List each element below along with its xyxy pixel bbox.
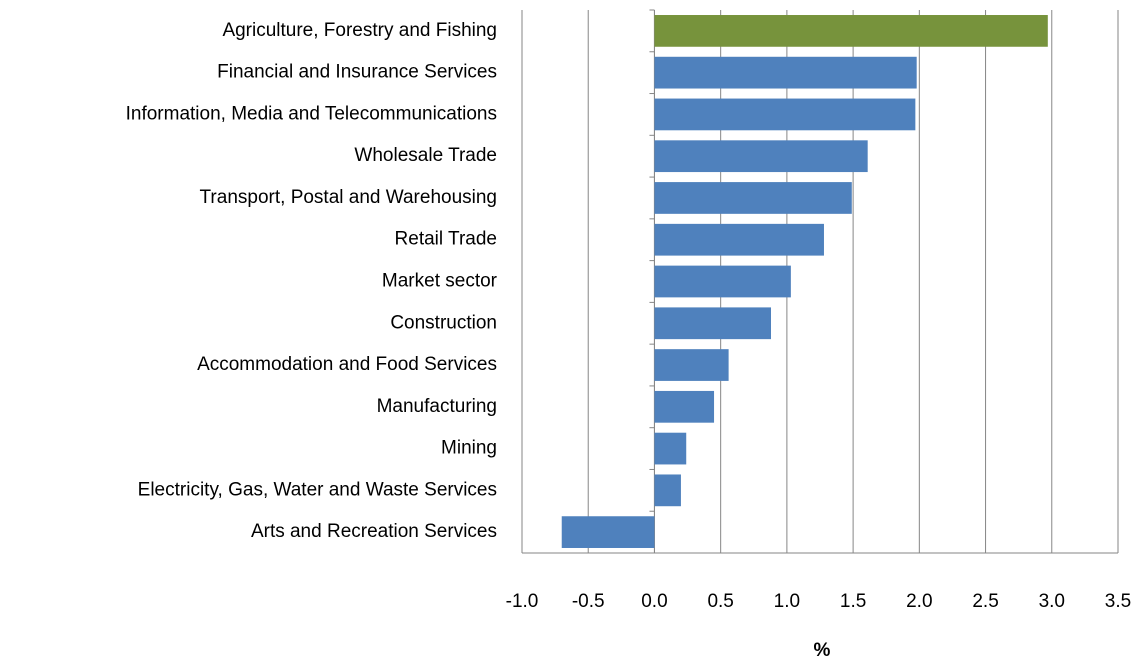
bar [654, 390, 715, 423]
bar [654, 140, 868, 173]
bar [654, 98, 916, 131]
y-tick-label: Information, Media and Telecommunication… [126, 103, 497, 124]
y-tick-label: Electricity, Gas, Water and Waste Servic… [138, 479, 497, 500]
y-tick-label: Wholesale Trade [354, 145, 497, 166]
bar [654, 474, 681, 507]
bar [654, 15, 1048, 47]
bar [654, 223, 824, 256]
bar [654, 265, 791, 298]
y-tick-label: Market sector [382, 271, 498, 292]
bar [654, 349, 729, 381]
y-tick-label: Construction [390, 312, 497, 333]
bar [561, 516, 655, 548]
y-tick-label: Retail Trade [395, 229, 497, 250]
x-tick-label: -0.5 [572, 591, 605, 612]
x-tick-label: 2.5 [972, 591, 998, 612]
x-tick-label: -1.0 [506, 591, 539, 612]
y-tick-label: Manufacturing [377, 396, 497, 417]
y-tick-label: Accommodation and Food Services [197, 354, 497, 375]
x-tick-label: 1.5 [840, 591, 866, 612]
bar [654, 432, 687, 465]
y-tick-label: Financial and Insurance Services [217, 62, 497, 83]
x-tick-label: 3.0 [1039, 591, 1065, 612]
y-tick-label: Mining [441, 438, 497, 459]
y-tick-label: Arts and Recreation Services [251, 521, 497, 542]
x-tick-label: 0.5 [707, 591, 733, 612]
x-tick-label: 0.0 [641, 591, 667, 612]
x-axis-title: % [814, 640, 831, 661]
x-tick-label: 2.0 [906, 591, 932, 612]
bar [654, 56, 917, 89]
bar [654, 307, 771, 340]
y-tick-label: Transport, Postal and Warehousing [200, 187, 497, 208]
x-tick-label: 3.5 [1105, 591, 1131, 612]
y-tick-label: Agriculture, Forestry and Fishing [222, 20, 497, 41]
x-tick-label: 1.0 [774, 591, 800, 612]
bar [654, 182, 852, 214]
